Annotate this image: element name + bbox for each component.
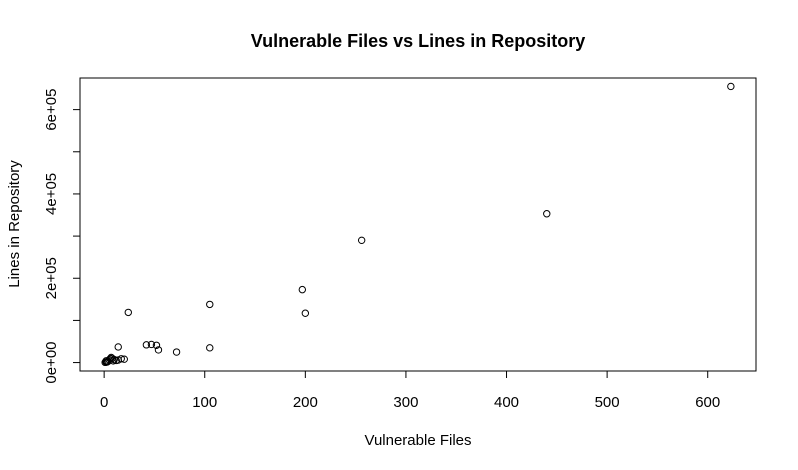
x-tick-label: 100 xyxy=(192,394,217,411)
data-point xyxy=(543,210,551,218)
data-point xyxy=(114,343,122,351)
plot-frame xyxy=(79,77,757,372)
y-axis: 0e+00 2e+05 4e+05 6e+05 xyxy=(43,89,81,384)
data-points xyxy=(101,82,735,367)
x-tick-label: 500 xyxy=(595,394,620,411)
data-point xyxy=(124,308,132,317)
y-axis-label: Lines in Repository xyxy=(6,160,23,288)
y-tick-label: 2e+05 xyxy=(43,257,60,299)
data-point xyxy=(206,300,214,309)
data-point xyxy=(109,357,117,365)
data-point xyxy=(301,309,310,317)
data-point xyxy=(357,236,366,245)
data-point xyxy=(206,344,214,352)
data-point xyxy=(172,348,181,356)
x-axis: 0 100 200 300 400 500 600 xyxy=(100,370,720,411)
x-tick-label: 0 xyxy=(100,394,108,411)
data-point xyxy=(114,356,122,364)
y-tick-label: 4e+05 xyxy=(43,173,60,215)
data-point xyxy=(147,340,156,349)
y-tick-label: 0e+00 xyxy=(43,341,60,383)
x-tick-label: 200 xyxy=(293,394,318,411)
x-tick-label: 300 xyxy=(393,394,418,411)
x-tick-label: 400 xyxy=(494,394,519,411)
data-point xyxy=(154,346,163,354)
data-point xyxy=(298,285,307,294)
chart-title: Vulnerable Files vs Lines in Repository xyxy=(251,31,585,51)
x-axis-label: Vulnerable Files xyxy=(365,432,472,449)
y-tick-label: 6e+05 xyxy=(43,89,60,131)
data-point xyxy=(102,357,110,365)
x-tick-label: 600 xyxy=(695,394,720,411)
data-point xyxy=(727,82,735,91)
data-point xyxy=(142,341,151,349)
data-point xyxy=(152,341,161,349)
